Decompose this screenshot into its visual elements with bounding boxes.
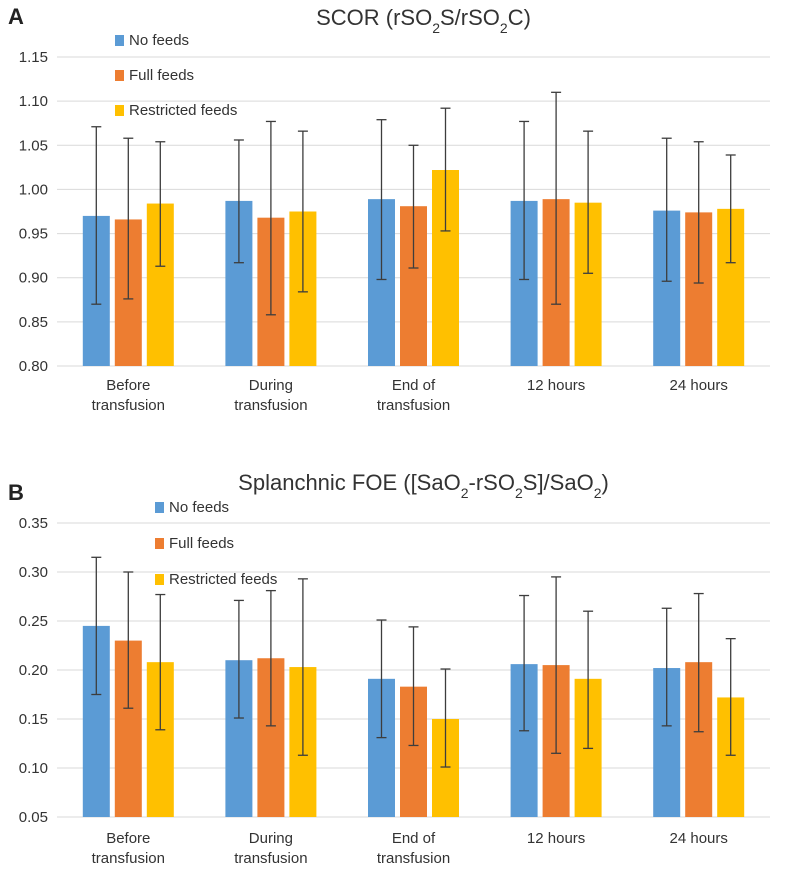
x-tick-line: 24 hours	[670, 830, 728, 847]
legend-label: No feeds	[169, 499, 229, 516]
y-tick-label: 0.15	[19, 711, 48, 728]
y-tick-label: 1.15	[19, 49, 48, 66]
title-part: 2	[432, 20, 440, 36]
chart-panel-B: B Splanchnic FOE ([SaO2-rSO2S]/SaO2)0.050…	[8, 470, 770, 867]
x-tick-line: End of	[392, 830, 436, 847]
chart-panel-A: A SCOR (rSO2S/rSO2C)0.800.850.900.951.001…	[8, 4, 770, 414]
panel-letter: B	[8, 480, 24, 505]
title-part: 2	[594, 485, 602, 501]
y-tick-label: 0.85	[19, 314, 48, 331]
title-part: S]/SaO	[523, 470, 594, 495]
legend-label: Full feeds	[169, 535, 234, 552]
y-tick-label: 1.05	[19, 137, 48, 154]
legend-swatch	[155, 538, 164, 549]
legend-label: No feeds	[129, 32, 189, 49]
y-tick-label: 0.25	[19, 613, 48, 630]
title-part: S/rSO	[440, 5, 500, 30]
panel-letter: A	[8, 4, 24, 29]
title-part: C)	[508, 5, 531, 30]
x-tick-label: End of transfusion	[377, 830, 450, 867]
x-tick-label: 24 hours	[670, 830, 728, 847]
y-tick-label: 0.20	[19, 662, 48, 679]
x-tick-label: Before transfusion	[92, 830, 165, 867]
y-tick-label: 0.30	[19, 564, 48, 581]
legend-label: Restricted feeds	[129, 102, 237, 119]
y-tick-label: 0.35	[19, 515, 48, 532]
x-tick-line: During	[249, 830, 293, 847]
x-tick-line: Before	[106, 830, 150, 847]
x-tick-line: 12 hours	[527, 377, 585, 394]
x-tick-label: During transfusion	[234, 377, 307, 414]
legend-label: Full feeds	[129, 67, 194, 84]
x-tick-line: transfusion	[377, 850, 450, 867]
y-tick-label: 0.95	[19, 226, 48, 243]
x-tick-line: transfusion	[92, 397, 165, 414]
x-tick-line: transfusion	[377, 397, 450, 414]
x-tick-label: During transfusion	[234, 830, 307, 867]
x-tick-label: End of transfusion	[377, 377, 450, 414]
x-tick-line: 12 hours	[527, 830, 585, 847]
x-tick-line: transfusion	[92, 850, 165, 867]
title-part: 2	[461, 485, 469, 501]
title-part: )	[601, 470, 608, 495]
x-tick-label: 24 hours	[670, 377, 728, 394]
x-tick-line: transfusion	[234, 850, 307, 867]
legend-swatch	[155, 502, 164, 513]
y-tick-label: 0.90	[19, 270, 48, 287]
title-part: 2	[500, 20, 508, 36]
y-tick-label: 0.05	[19, 809, 48, 826]
x-tick-label: Before transfusion	[92, 377, 165, 414]
title-part: 2	[515, 485, 523, 501]
x-tick-line: End of	[392, 377, 436, 394]
legend-swatch	[115, 35, 124, 46]
y-tick-label: 1.10	[19, 93, 48, 110]
y-tick-label: 1.00	[19, 181, 48, 198]
x-tick-line: Before	[106, 377, 150, 394]
title-part: Splanchnic FOE ([SaO	[238, 470, 461, 495]
x-tick-line: 24 hours	[670, 377, 728, 394]
chart-title: SCOR (rSO2S/rSO2C)	[316, 5, 531, 36]
title-part: -rSO	[469, 470, 515, 495]
y-tick-label: 0.10	[19, 760, 48, 777]
legend-label: Restricted feeds	[169, 571, 277, 588]
title-part: SCOR (rSO	[316, 5, 432, 30]
y-tick-label: 0.80	[19, 358, 48, 375]
chart-title: Splanchnic FOE ([SaO2-rSO2S]/SaO2)	[238, 470, 609, 501]
x-tick-line: During	[249, 377, 293, 394]
legend-swatch	[115, 70, 124, 81]
x-tick-line: transfusion	[234, 397, 307, 414]
x-tick-label: 12 hours	[527, 830, 585, 847]
legend-swatch	[115, 105, 124, 116]
x-tick-label: 12 hours	[527, 377, 585, 394]
legend-swatch	[155, 574, 164, 585]
